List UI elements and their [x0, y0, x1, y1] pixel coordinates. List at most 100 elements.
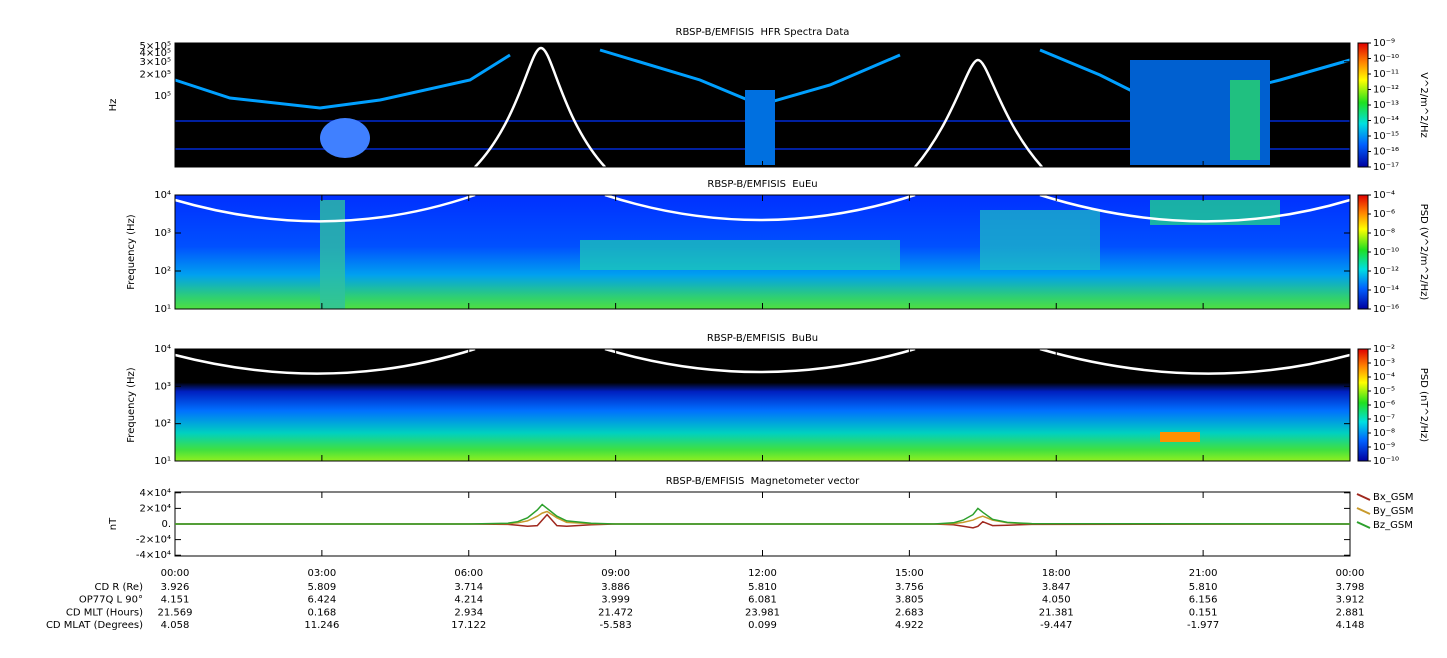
colorbar-tick-label: 10⁻¹⁰	[1373, 54, 1399, 65]
x-tick-label: 06:00	[454, 568, 483, 579]
y-tick-label: 5×10⁵	[140, 41, 171, 52]
colorbar-label: PSD (nT^2/Hz)	[1418, 368, 1429, 442]
y-tick-label: 10³	[154, 228, 171, 239]
ephemeris-value: 0.151	[1189, 607, 1218, 618]
legend-label: Bz_GSM	[1373, 520, 1413, 531]
legend-swatch	[1356, 521, 1371, 529]
x-tick-label: 21:00	[1189, 568, 1218, 579]
ephemeris-value: 3.714	[454, 582, 483, 593]
ephemeris-value: 5.810	[748, 582, 777, 593]
ephemeris-label: CD R (Re)	[95, 582, 144, 593]
ephemeris-value: 5.809	[308, 582, 337, 593]
x-tick-label: 03:00	[307, 568, 336, 579]
hfr-image	[174, 43, 1351, 168]
ephemeris-label: OP77Q L 90°	[79, 595, 143, 606]
y-tick-label: 4×10⁴	[140, 488, 171, 499]
colorbar-tick-label: 10⁻⁹	[1373, 442, 1395, 453]
colorbar-tick-label: 10⁻¹⁶	[1373, 147, 1399, 158]
series-line	[175, 503, 1351, 525]
colorbar-tick-label: 10⁻²	[1373, 344, 1395, 355]
ephemeris-value: 5.810	[1189, 582, 1218, 593]
series-line	[175, 510, 1351, 525]
y-tick-label: 3×10⁵	[140, 57, 171, 68]
colorbar-tick-label: 10⁻¹¹	[1373, 69, 1399, 80]
colorbar-tick-label: 10⁻⁸	[1373, 228, 1395, 239]
ephemeris-value: 21.569	[158, 607, 193, 618]
y-axis-label: nT	[108, 517, 119, 530]
colorbar-tick-label: 10⁻¹²	[1373, 266, 1399, 277]
colorbar-tick-label: 10⁻⁴	[1373, 190, 1395, 201]
x-tick-label: 18:00	[1042, 568, 1071, 579]
colorbar-tick-label: 10⁻¹⁰	[1373, 247, 1399, 258]
x-tick-label: 15:00	[895, 568, 924, 579]
ephemeris-value: 4.214	[454, 595, 483, 606]
ephemeris-value: -1.977	[1187, 620, 1219, 631]
ephemeris-value: 21.472	[598, 607, 633, 618]
ephemeris-value: 4.058	[161, 620, 190, 631]
y-tick-label: 10²	[154, 266, 171, 277]
colorbar-tick-label: 10⁻⁴	[1373, 372, 1395, 383]
eueu-image	[174, 193, 1351, 309]
colorbar-tick-label: 10⁻¹⁶	[1373, 304, 1399, 315]
y-tick-label: 2×10⁵	[140, 69, 171, 80]
y-tick-label: 10⁴	[154, 190, 171, 201]
ephemeris-value: 4.148	[1336, 620, 1365, 631]
colorbar-tick-label: 10⁻¹³	[1373, 100, 1399, 111]
ephemeris-value: 0.099	[748, 620, 777, 631]
colorbar-tick-label: 10⁻⁶	[1373, 400, 1395, 411]
y-axis-label: Hz	[108, 99, 119, 112]
y-axis-label: Frequency (Hz)	[126, 367, 137, 443]
ephemeris-value: 2.934	[454, 607, 483, 618]
ephemeris-value: 4.050	[1042, 595, 1071, 606]
colorbar-tick-label: 10⁻¹⁴	[1373, 285, 1399, 296]
y-tick-label: -2×10⁴	[136, 535, 171, 546]
colorbar-tick-label: 10⁻¹⁰	[1373, 456, 1399, 467]
legend-swatch	[1356, 493, 1371, 501]
x-tick-label: 00:00	[1336, 568, 1365, 579]
colorbar-tick-label: 10⁻⁷	[1373, 414, 1395, 425]
ephemeris-value: -9.447	[1040, 620, 1072, 631]
colorbar-label: V^2/m^2/Hz	[1418, 72, 1429, 138]
legend-label: By_GSM	[1373, 506, 1414, 517]
ephemeris-value: 23.981	[745, 607, 780, 618]
ephemeris-label: CD MLAT (Degrees)	[46, 620, 143, 631]
ephemeris-value: -5.583	[600, 620, 632, 631]
ephemeris-value: 0.168	[308, 607, 337, 618]
x-tick-label: 12:00	[748, 568, 777, 579]
y-axis-label: Frequency (Hz)	[126, 214, 137, 290]
ephemeris-value: 2.683	[895, 607, 924, 618]
y-tick-label: 10¹	[154, 304, 171, 315]
ephemeris-value: 3.847	[1042, 582, 1071, 593]
y-tick-label: 10²	[154, 419, 171, 430]
ephemeris-value: 3.756	[895, 582, 924, 593]
y-tick-label: 10¹	[154, 456, 171, 467]
ephemeris-value: 6.081	[748, 595, 777, 606]
ephemeris-label: CD MLT (Hours)	[66, 607, 143, 618]
series-line	[175, 513, 1351, 529]
x-tick-label: 09:00	[601, 568, 630, 579]
ephemeris-value: 3.805	[895, 595, 924, 606]
colorbar	[1357, 348, 1369, 462]
ephemeris-value: 6.424	[308, 595, 337, 606]
y-tick-label: 10³	[154, 381, 171, 392]
colorbar-tick-label: 10⁻⁵	[1373, 386, 1395, 397]
ephemeris-value: 3.886	[601, 582, 630, 593]
ephemeris-value: 2.881	[1336, 607, 1365, 618]
bubu-image	[174, 347, 1351, 461]
y-tick-label: 4×10⁵	[140, 48, 171, 59]
legend-swatch	[1356, 507, 1371, 515]
y-tick-label: 10⁴	[154, 344, 171, 355]
y-tick-label: 10⁵	[154, 91, 171, 102]
ephemeris-value: 11.246	[304, 620, 339, 631]
y-tick-label: -4×10⁴	[136, 550, 171, 561]
ephemeris-value: 3.926	[161, 582, 190, 593]
ephemeris-value: 21.381	[1039, 607, 1074, 618]
colorbar-tick-label: 10⁻⁸	[1373, 428, 1395, 439]
y-tick-label: 2×10⁴	[140, 503, 171, 514]
ephemeris-value: 3.798	[1336, 582, 1365, 593]
ephemeris-value: 4.151	[161, 595, 190, 606]
panel-title: RBSP-B/EMFISIS Magnetometer vector	[666, 476, 860, 487]
ephemeris-value: 3.912	[1336, 595, 1365, 606]
colorbar-tick-label: 10⁻¹⁴	[1373, 116, 1399, 127]
colorbar	[1357, 42, 1369, 168]
